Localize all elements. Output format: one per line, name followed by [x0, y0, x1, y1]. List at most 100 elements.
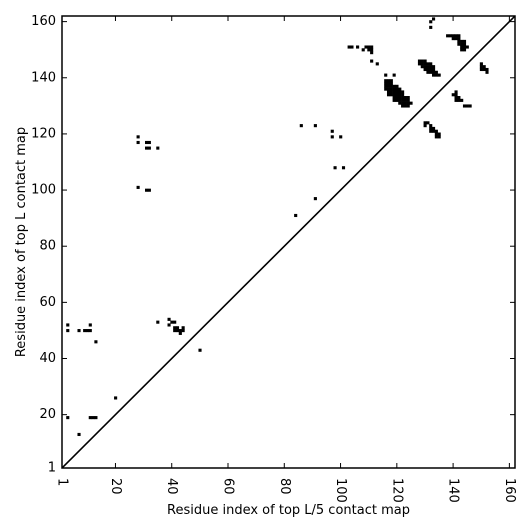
contact-point	[66, 323, 70, 327]
contact-point	[398, 101, 402, 105]
contact-point	[147, 188, 151, 192]
contact-point	[392, 73, 396, 77]
contact-point	[431, 65, 436, 69]
contact-point	[398, 96, 402, 100]
x-tick-label: 60	[221, 478, 236, 495]
contact-point	[136, 140, 140, 145]
contact-point	[460, 39, 464, 43]
contact-point	[431, 17, 436, 21]
y-tick-label: 60	[39, 295, 56, 310]
contact-point	[389, 79, 393, 83]
contact-point	[429, 62, 433, 66]
contact-point	[401, 104, 405, 108]
contact-point	[339, 135, 343, 139]
contact-point	[94, 416, 98, 420]
contact-point	[170, 320, 174, 324]
contact-point	[420, 65, 424, 69]
contact-point	[454, 34, 458, 38]
contact-point	[451, 37, 455, 41]
contact-point	[401, 98, 405, 102]
contact-point	[401, 96, 405, 100]
contact-point	[395, 84, 399, 88]
x-tick-label: 1	[55, 478, 70, 486]
contact-point	[426, 67, 430, 72]
contact-point	[423, 67, 427, 72]
contact-point	[434, 135, 438, 139]
y-tick-label: 20	[39, 407, 56, 422]
contact-point	[454, 37, 458, 41]
contact-point	[370, 45, 374, 49]
contact-point	[389, 90, 393, 94]
contact-point	[454, 98, 458, 102]
x-tick-label: 160	[502, 478, 517, 503]
contact-point	[367, 48, 371, 52]
contact-point	[409, 101, 413, 105]
contact-point	[173, 326, 177, 330]
contact-point	[178, 331, 182, 335]
contact-point	[482, 65, 486, 69]
contact-point	[77, 329, 81, 333]
contact-point	[181, 329, 185, 333]
contact-point	[423, 62, 427, 66]
contact-point	[370, 59, 374, 63]
contact-point	[313, 197, 317, 201]
contact-point	[398, 93, 402, 97]
x-tick-label: 120	[389, 478, 404, 503]
contact-point	[88, 329, 92, 333]
contact-point	[420, 59, 424, 63]
contact-point	[460, 98, 464, 102]
contact-point	[429, 25, 433, 29]
contact-point	[392, 93, 396, 97]
y-tick-label: 40	[39, 351, 56, 366]
contact-point	[429, 20, 433, 24]
contact-point	[457, 96, 461, 100]
contact-point	[460, 48, 464, 52]
contact-point	[145, 188, 149, 192]
x-tick-label: 20	[108, 478, 123, 495]
contact-point	[173, 320, 177, 324]
contact-point	[384, 81, 388, 86]
contact-point	[434, 132, 438, 136]
contact-point	[401, 90, 405, 94]
contact-point	[462, 42, 467, 46]
contact-point	[403, 101, 407, 105]
contact-point	[423, 65, 427, 69]
contact-point	[434, 129, 438, 133]
contact-point	[448, 34, 452, 38]
contact-point	[386, 81, 391, 86]
contact-point	[313, 124, 317, 128]
contact-point	[417, 62, 422, 66]
contact-point	[423, 124, 427, 128]
contact-point	[426, 70, 430, 74]
contact-point	[398, 98, 402, 102]
contact-point	[114, 396, 118, 400]
contact-point	[389, 93, 393, 97]
contact-point	[361, 48, 365, 52]
contact-point	[389, 81, 393, 86]
contact-point	[198, 348, 202, 352]
contact-point	[437, 73, 441, 77]
contact-point	[429, 126, 433, 131]
contact-point	[294, 213, 298, 218]
contact-point	[437, 135, 441, 139]
contact-point	[468, 104, 472, 108]
contact-point	[462, 104, 467, 108]
contact-point	[77, 432, 81, 437]
contact-point	[485, 67, 489, 72]
contact-point	[462, 45, 467, 49]
contact-point	[457, 98, 461, 102]
contact-point	[85, 329, 90, 333]
contact-point	[465, 45, 469, 49]
contact-point	[401, 93, 405, 97]
contact-point	[479, 65, 483, 69]
contact-point	[417, 59, 422, 63]
contact-point	[333, 166, 337, 170]
contact-point	[485, 70, 489, 74]
contact-point	[384, 84, 388, 88]
contact-point	[426, 121, 430, 125]
plot-frame	[61, 15, 516, 469]
contact-point	[392, 90, 396, 94]
contact-point	[83, 329, 87, 333]
contact-point	[91, 416, 95, 420]
contact-point	[175, 326, 180, 330]
